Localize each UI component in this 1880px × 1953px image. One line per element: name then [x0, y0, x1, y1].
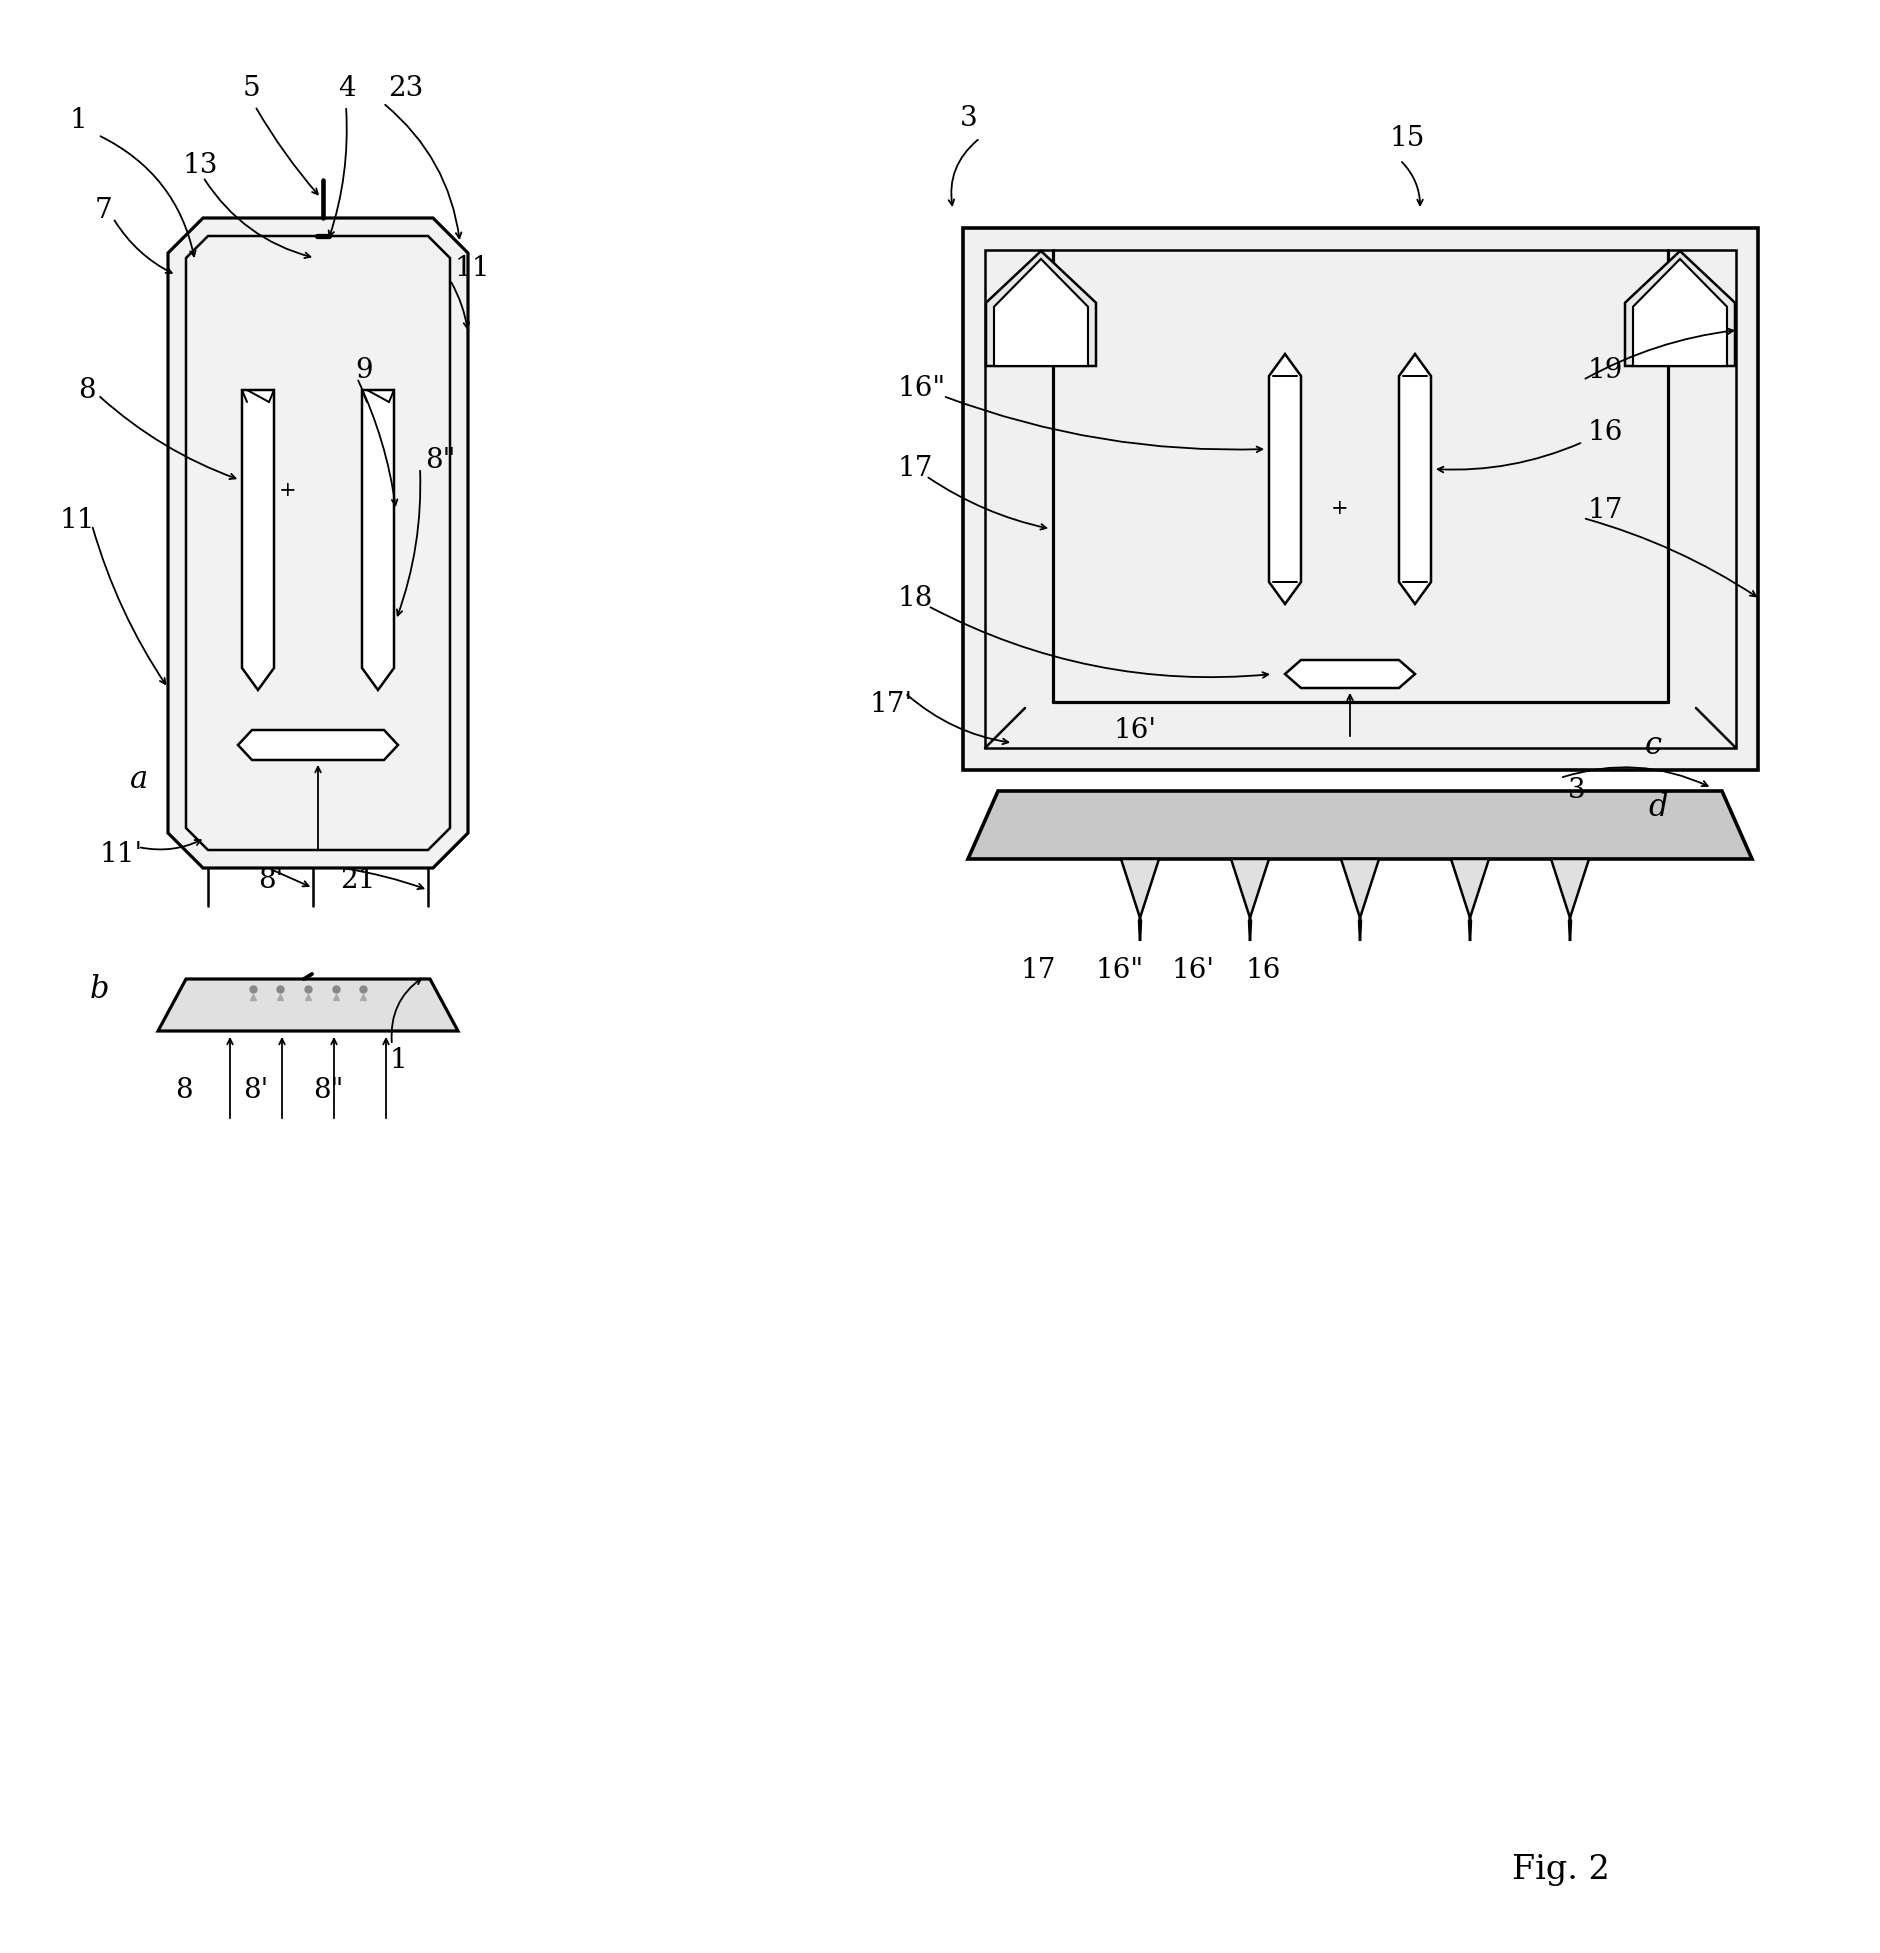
Text: +: + [278, 480, 297, 500]
Text: 23: 23 [387, 74, 423, 102]
Text: 11: 11 [60, 506, 96, 533]
Text: b: b [90, 975, 109, 1006]
Text: 7: 7 [96, 197, 113, 223]
Text: 17: 17 [897, 455, 932, 482]
Polygon shape [158, 978, 457, 1031]
Polygon shape [993, 260, 1087, 365]
Polygon shape [1340, 859, 1378, 941]
Polygon shape [968, 791, 1750, 859]
Text: 17: 17 [1587, 496, 1622, 523]
Text: 16': 16' [1171, 957, 1214, 984]
Text: a: a [130, 764, 149, 795]
Text: 13: 13 [182, 152, 218, 178]
Text: 8": 8" [312, 1076, 344, 1103]
Polygon shape [1449, 859, 1489, 941]
Polygon shape [1269, 353, 1301, 603]
Text: 21: 21 [340, 867, 376, 894]
Polygon shape [1551, 859, 1589, 941]
Text: 8: 8 [77, 377, 96, 404]
Text: 8: 8 [175, 1076, 192, 1103]
Text: 3: 3 [959, 105, 978, 131]
Polygon shape [1284, 660, 1414, 687]
Text: 8": 8" [425, 447, 455, 473]
Text: 17': 17' [870, 691, 912, 719]
Polygon shape [167, 219, 468, 867]
Text: 1: 1 [70, 107, 88, 133]
Text: 8': 8' [243, 1076, 269, 1103]
Text: 15: 15 [1389, 125, 1425, 152]
Polygon shape [243, 391, 274, 689]
Polygon shape [361, 391, 393, 689]
Text: d: d [1647, 793, 1666, 824]
Text: 16: 16 [1245, 957, 1280, 984]
Polygon shape [1230, 859, 1269, 941]
Polygon shape [1632, 260, 1726, 365]
Text: 8': 8' [258, 867, 284, 894]
Text: 16: 16 [1587, 418, 1622, 445]
Text: 9: 9 [355, 357, 372, 383]
Polygon shape [239, 730, 399, 760]
Text: 16': 16' [1113, 717, 1156, 744]
Text: 16": 16" [1096, 957, 1143, 984]
Text: 18: 18 [897, 584, 932, 611]
Text: 11': 11' [100, 842, 143, 869]
Polygon shape [1053, 250, 1668, 701]
Polygon shape [1624, 252, 1733, 365]
Text: 5: 5 [243, 74, 261, 102]
Text: Fig. 2: Fig. 2 [1512, 1853, 1609, 1887]
Text: 3: 3 [1568, 777, 1585, 803]
Text: 16": 16" [897, 375, 946, 402]
Text: 11: 11 [455, 254, 491, 281]
Text: +: + [1331, 500, 1348, 518]
Text: c: c [1645, 730, 1662, 760]
Polygon shape [963, 229, 1758, 769]
Text: 19: 19 [1587, 357, 1622, 383]
Polygon shape [1399, 353, 1431, 603]
Text: 1: 1 [389, 1047, 408, 1074]
Text: 17: 17 [1019, 957, 1055, 984]
Text: 4: 4 [338, 74, 355, 102]
Polygon shape [1120, 859, 1158, 941]
Polygon shape [985, 252, 1096, 365]
